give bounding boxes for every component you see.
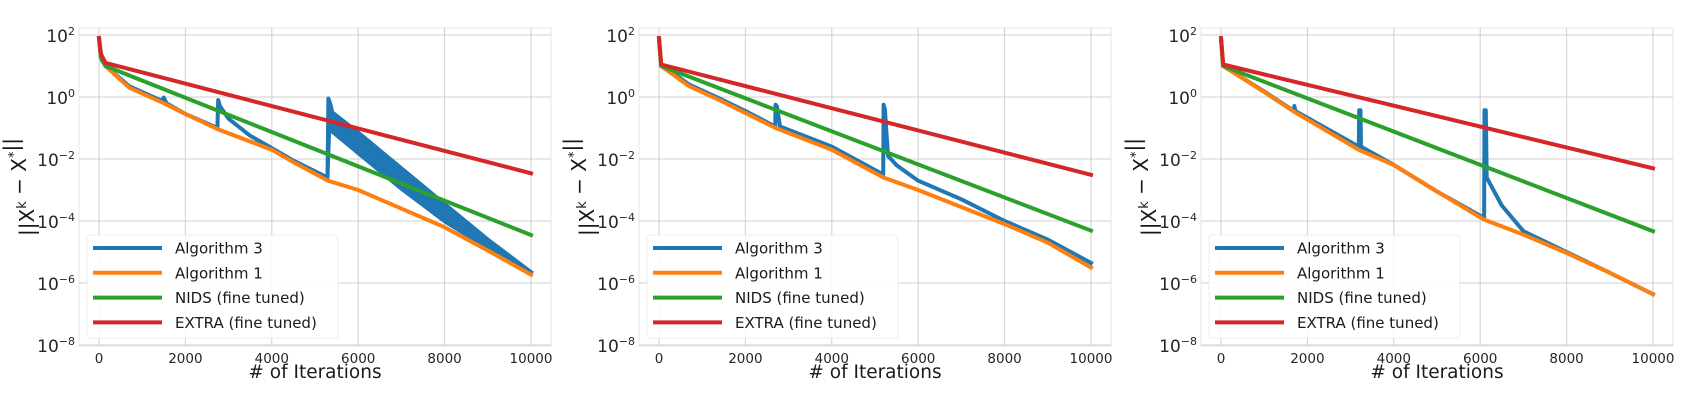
x-axis-label: # of Iterations xyxy=(248,362,381,383)
legend-label: Algorithm 1 xyxy=(1297,264,1385,282)
legend-box xyxy=(86,234,339,339)
x-tick-label: 2000 xyxy=(1290,351,1324,367)
legend-label: NIDS (fine tuned) xyxy=(1297,289,1427,307)
legend-label: EXTRA (fine tuned) xyxy=(735,314,877,332)
series-line-algorithm-1 xyxy=(1218,35,1656,297)
y-tick-label: 10−8 xyxy=(37,335,75,357)
x-tick-label: 2000 xyxy=(168,351,202,367)
series-line-algorithm-1 xyxy=(656,35,1094,271)
y-tick-label: 100 xyxy=(606,87,635,109)
x-tick-label: 0 xyxy=(1217,351,1226,367)
series-line-extra-fine-tuned- xyxy=(96,35,534,176)
y-tick-label: 10−2 xyxy=(597,149,635,171)
legend: Algorithm 3 Algorithm 1 NIDS (fine tuned) E… xyxy=(86,234,339,339)
series-group xyxy=(656,35,1094,271)
x-tick-label: 4000 xyxy=(1377,351,1411,367)
y-tick-label: 10−6 xyxy=(37,273,75,295)
y-tick-label: 10−2 xyxy=(1159,149,1197,171)
x-tick-label: 0 xyxy=(95,351,104,367)
y-axis-label: ||Xk − X*|| xyxy=(1121,138,1161,236)
legend-box xyxy=(1208,234,1461,339)
x-tick-label: 8000 xyxy=(987,351,1021,367)
x-tick-label: 10000 xyxy=(510,351,553,367)
y-tick-label: 10−2 xyxy=(37,149,75,171)
y-tick-label: 10−4 xyxy=(597,211,635,233)
y-tick-label: 102 xyxy=(1168,25,1197,47)
series-line-extra-fine-tuned- xyxy=(1218,35,1656,171)
x-tick-label: 10000 xyxy=(1070,351,1113,367)
legend-label: NIDS (fine tuned) xyxy=(735,289,865,307)
x-tick-label: 6000 xyxy=(1463,351,1497,367)
y-tick-label: 10−8 xyxy=(1159,335,1197,357)
legend-label: Algorithm 3 xyxy=(735,240,823,258)
legend-box xyxy=(646,234,899,339)
subplot-3: 0 2000 4000 6000 8000 10000 102 100 10−2 10−4 10−6… xyxy=(1121,25,1674,383)
series-group xyxy=(1218,35,1656,297)
x-tick-label: 2000 xyxy=(728,351,762,367)
y-tick-label: 100 xyxy=(1168,87,1197,109)
y-tick-label: 10−6 xyxy=(597,273,635,295)
x-tick-label: 4000 xyxy=(815,351,849,367)
x-axis-label: # of Iterations xyxy=(1370,362,1503,383)
x-tick-label: 4000 xyxy=(255,351,289,367)
x-tick-label: 8000 xyxy=(1549,351,1583,367)
y-tick-label: 10−6 xyxy=(1159,273,1197,295)
y-axis-label: ||Xk − X*|| xyxy=(0,138,39,236)
legend: Algorithm 3 Algorithm 1 NIDS (fine tuned) E… xyxy=(1208,234,1461,339)
x-tick-label: 10000 xyxy=(1632,351,1675,367)
y-tick-label: 10−4 xyxy=(37,211,75,233)
x-tick-label: 6000 xyxy=(341,351,375,367)
y-tick-label: 102 xyxy=(46,25,75,47)
y-axis-label: ||Xk − X*|| xyxy=(559,138,599,236)
legend-label: Algorithm 3 xyxy=(175,240,263,258)
y-tick-label: 102 xyxy=(606,25,635,47)
legend-label: Algorithm 1 xyxy=(175,264,263,282)
series-group xyxy=(96,35,534,278)
x-tick-label: 0 xyxy=(655,351,664,367)
x-tick-label: 6000 xyxy=(901,351,935,367)
legend-label: Algorithm 3 xyxy=(1297,240,1385,258)
legend: Algorithm 3 Algorithm 1 NIDS (fine tuned) E… xyxy=(646,234,899,339)
legend-label: Algorithm 1 xyxy=(735,264,823,282)
legend-label: NIDS (fine tuned) xyxy=(175,289,305,307)
y-tick-label: 100 xyxy=(46,87,75,109)
x-axis-label: # of Iterations xyxy=(808,362,941,383)
subplot-1: 0 2000 4000 6000 8000 10000 102 100 10−2 10−4 10−6… xyxy=(0,25,552,383)
y-tick-label: 10−4 xyxy=(1159,211,1197,233)
x-tick-label: 8000 xyxy=(427,351,461,367)
legend-label: EXTRA (fine tuned) xyxy=(175,314,317,332)
y-tick-label: 10−8 xyxy=(597,335,635,357)
legend-label: EXTRA (fine tuned) xyxy=(1297,314,1439,332)
series-line-extra-fine-tuned- xyxy=(656,35,1094,178)
subplot-2: 0 2000 4000 6000 8000 10000 102 100 10−2 10−4 10−6… xyxy=(559,25,1112,383)
